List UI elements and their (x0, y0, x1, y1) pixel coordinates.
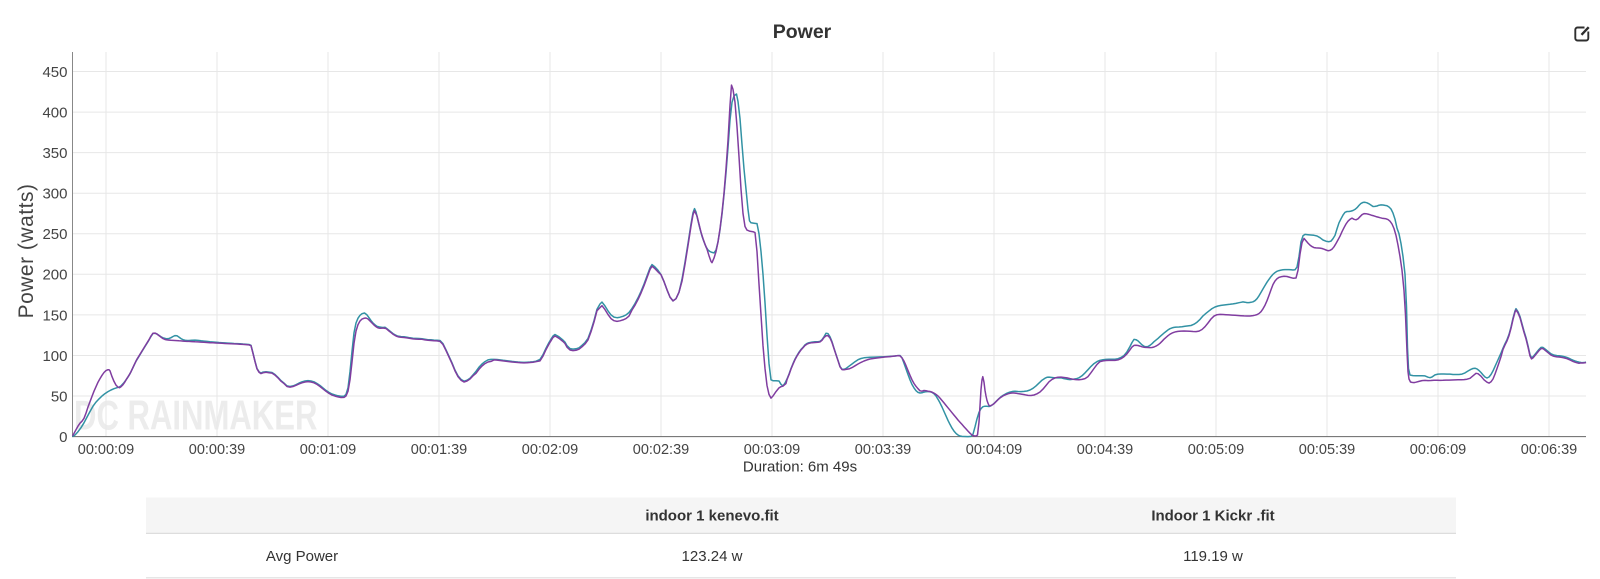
svg-text:DC RAINMAKER: DC RAINMAKER (74, 392, 317, 439)
svg-text:250: 250 (42, 226, 67, 243)
svg-text:Duration: 6m 49s: Duration: 6m 49s (743, 459, 857, 476)
svg-text:00:01:39: 00:01:39 (411, 442, 467, 458)
svg-text:00:05:09: 00:05:09 (1188, 442, 1244, 458)
svg-text:00:03:09: 00:03:09 (744, 442, 800, 458)
svg-text:0: 0 (59, 429, 67, 446)
svg-text:00:01:09: 00:01:09 (300, 442, 356, 458)
svg-text:119.19 w: 119.19 w (1183, 548, 1243, 565)
svg-text:Avg Power: Avg Power (266, 548, 338, 565)
svg-text:300: 300 (42, 186, 67, 203)
svg-text:Power: Power (773, 21, 832, 43)
svg-text:00:05:39: 00:05:39 (1299, 442, 1355, 458)
svg-text:450: 450 (42, 64, 67, 81)
svg-text:150: 150 (42, 307, 67, 324)
svg-text:100: 100 (42, 348, 67, 365)
svg-text:00:03:39: 00:03:39 (855, 442, 911, 458)
svg-text:00:02:39: 00:02:39 (633, 442, 689, 458)
svg-text:50: 50 (51, 388, 68, 405)
svg-text:00:00:09: 00:00:09 (78, 442, 134, 458)
svg-text:350: 350 (42, 145, 67, 162)
svg-text:00:04:39: 00:04:39 (1077, 442, 1133, 458)
svg-text:00:06:39: 00:06:39 (1521, 442, 1577, 458)
svg-text:00:00:39: 00:00:39 (189, 442, 245, 458)
svg-text:123.24 w: 123.24 w (682, 548, 743, 565)
svg-text:indoor 1 kenevo.fit: indoor 1 kenevo.fit (645, 508, 778, 525)
svg-text:00:06:09: 00:06:09 (1410, 442, 1466, 458)
svg-text:200: 200 (42, 267, 67, 284)
svg-text:400: 400 (42, 105, 67, 122)
svg-text:Power (watts): Power (watts) (15, 184, 38, 319)
svg-text:00:04:09: 00:04:09 (966, 442, 1022, 458)
svg-text:Indoor 1 Kickr .fit: Indoor 1 Kickr .fit (1151, 508, 1274, 525)
svg-text:00:02:09: 00:02:09 (522, 442, 578, 458)
